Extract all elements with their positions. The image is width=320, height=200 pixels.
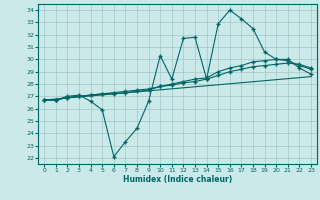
- X-axis label: Humidex (Indice chaleur): Humidex (Indice chaleur): [123, 175, 232, 184]
